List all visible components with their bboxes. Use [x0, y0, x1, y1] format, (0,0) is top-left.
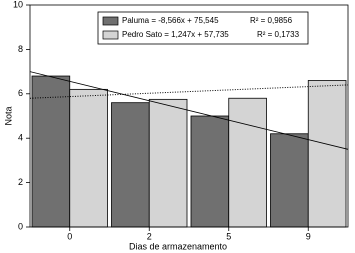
bar: [69, 88, 108, 228]
y-tick-label: 10: [13, 0, 23, 9]
plot-frame: [29, 4, 349, 228]
y-tick-label: 6: [18, 88, 23, 98]
bar: [111, 102, 150, 228]
y-tick-label: 8: [18, 44, 23, 54]
legend-swatch: [102, 16, 119, 26]
x-tick-label: 5: [226, 231, 231, 241]
y-tick-label: 0: [18, 221, 23, 231]
y-tick-label: 4: [18, 133, 23, 143]
legend-box: [97, 11, 309, 45]
legend-label: Pedro Sato = 1,247x + 57,735: [122, 30, 229, 39]
x-tick-label: 9: [306, 231, 311, 241]
trend-line: [29, 84, 349, 99]
y-axis-label: Nota: [3, 106, 13, 125]
x-axis-label: Dias de armazenamento: [129, 241, 227, 251]
bar: [307, 80, 347, 228]
bar: [31, 75, 71, 228]
legend-label: Paluma = -8,566x + 75,545: [122, 16, 219, 25]
y-tick-label: 2: [18, 177, 23, 187]
x-tick-label: 0: [67, 231, 72, 241]
x-tick-label: 2: [147, 231, 152, 241]
bar: [228, 97, 267, 228]
bar: [148, 98, 188, 228]
trend-line: [29, 71, 349, 150]
bar: [190, 115, 230, 228]
legend-r2: R² = 0,1733: [257, 30, 300, 39]
legend-swatch: [102, 30, 119, 40]
bar: [270, 133, 309, 228]
legend-r2: R² = 0,9856: [250, 16, 293, 25]
